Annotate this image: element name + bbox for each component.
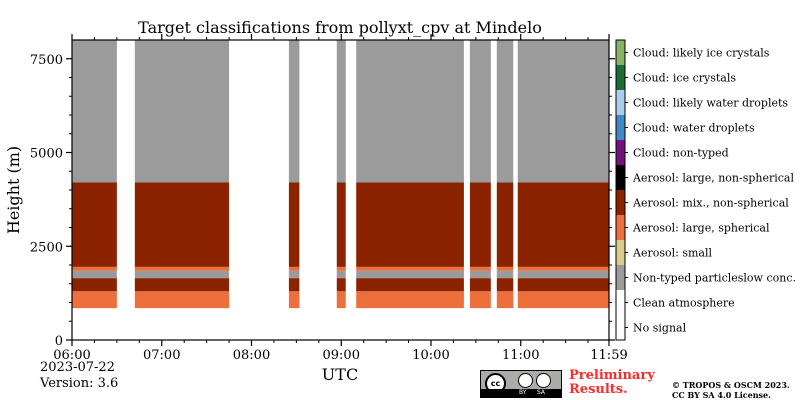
colorbar-segment (616, 240, 625, 265)
legend-label: Aerosol: large, spherical (632, 222, 770, 235)
version-label: Version: 3.6 (40, 376, 119, 391)
x-tick-label: 09:00 (323, 348, 360, 363)
cc-license-badge[interactable]: cc BY SA (480, 370, 562, 398)
colorbar-segment (616, 190, 625, 215)
x-tick-label: 08:00 (233, 348, 270, 363)
x-tick-label: 10:00 (412, 348, 449, 363)
colorbar-legend: No signal Clean atmosphere Non-typed parti… (615, 39, 796, 341)
no-data-gap (299, 40, 337, 340)
legend-label: Cloud: likely ice crystals (633, 47, 770, 60)
legend-label: Aerosol: small (632, 247, 712, 260)
layer-band (72, 40, 609, 183)
axes: 0 2500 5000 7500 06:00 07:00 08:00 09:00 10:00 11… (30, 34, 628, 363)
legend-label: No signal (633, 322, 687, 335)
no-data-gap (513, 40, 518, 340)
plot-area (72, 40, 609, 340)
no-data-gap (490, 40, 497, 340)
colorbar-segment (616, 90, 625, 115)
x-tick-label: 11:59 (590, 348, 627, 363)
no-data-gap (116, 40, 135, 340)
legend-label: Non-typed particleslow conc. (633, 272, 796, 285)
y-tick-label: 7500 (30, 53, 63, 68)
layer-band (72, 266, 609, 271)
chart-title: Target classifications from pollyxt_cpv … (138, 18, 542, 37)
x-tick-label: 11:00 (502, 348, 539, 363)
layer-band (72, 291, 609, 309)
legend-label: Clean atmosphere (633, 297, 735, 310)
colorbar-segment (616, 215, 625, 240)
colorbar-segment (616, 265, 625, 290)
layer-band (72, 278, 609, 292)
layer-band (72, 270, 609, 279)
no-data-gap (463, 40, 470, 340)
legend-label: Cloud: water droplets (633, 122, 755, 135)
legend-label: Cloud: non-typed (633, 147, 729, 160)
legend-label: Cloud: likely water droplets (633, 97, 788, 110)
colorbar-segment (616, 40, 625, 65)
y-tick-label: 0 (55, 334, 63, 349)
x-axis-label: UTC (322, 365, 358, 384)
layer-band (72, 182, 609, 267)
preliminary-results-label: Preliminary Results. (569, 368, 655, 397)
no-data-gap (229, 40, 289, 340)
x-tick-label: 07:00 (143, 348, 180, 363)
x-tick-label: 06:00 (53, 348, 90, 363)
colorbar-segment (616, 315, 625, 340)
colorbar-segment (616, 290, 625, 315)
colorbar-segment (616, 65, 625, 90)
sa-label: SA (537, 389, 546, 396)
colorbar-segment (616, 165, 625, 190)
copyright-notice: © TROPOS & OSCM 2023. CC BY SA 4.0 Licen… (672, 380, 790, 400)
attribution-icon (518, 373, 533, 388)
legend-label: Aerosol: mix., non-spherical (632, 197, 789, 210)
by-label: BY (519, 389, 527, 396)
legend-label: Cloud: ice crystals (633, 72, 736, 85)
date-label: 2023-07-22 (40, 360, 115, 375)
colorbar-segment (616, 115, 625, 140)
colorbar-segment (616, 140, 625, 165)
legend-label: Aerosol: large, non-spherical (632, 172, 794, 185)
y-tick-label: 2500 (30, 240, 63, 255)
colorbar-frame (615, 39, 626, 341)
badge-strip (481, 389, 561, 397)
y-axis-label: Height (m) (4, 146, 23, 234)
layer-band (72, 308, 609, 340)
share-alike-icon (536, 373, 551, 388)
y-tick-label: 5000 (30, 147, 63, 162)
no-data-gap (345, 40, 357, 340)
